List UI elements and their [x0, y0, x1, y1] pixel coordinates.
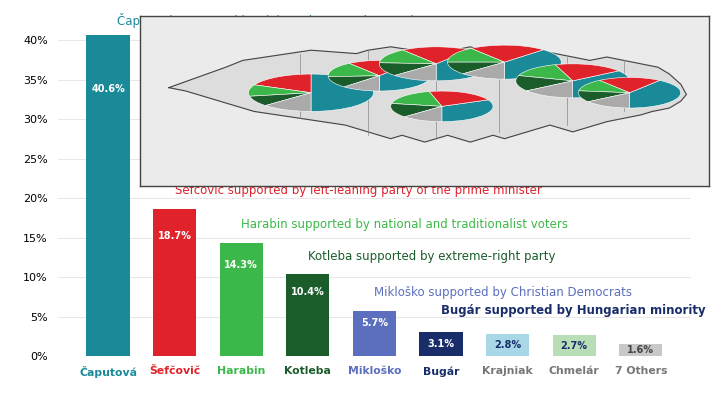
Text: 2.8%: 2.8%	[494, 340, 521, 350]
Text: 3.1%: 3.1%	[428, 339, 454, 349]
Wedge shape	[254, 74, 311, 93]
Text: Šefčovič supported by left-leaning party of the prime minister: Šefčovič supported by left-leaning party…	[175, 182, 541, 197]
Wedge shape	[266, 93, 311, 111]
Wedge shape	[402, 47, 469, 64]
Text: Čaputová supported by civic and pro-market parties: Čaputová supported by civic and pro-mark…	[117, 13, 427, 28]
Text: 1.6%: 1.6%	[627, 345, 654, 355]
Text: 2.7%: 2.7%	[561, 341, 588, 351]
Text: Harabin supported by national and traditionalist voters: Harabin supported by national and tradit…	[241, 218, 568, 232]
Text: 40.6%: 40.6%	[91, 83, 125, 94]
Bar	[419, 332, 463, 356]
Wedge shape	[505, 50, 562, 79]
Wedge shape	[328, 76, 379, 87]
Wedge shape	[248, 85, 311, 96]
Bar	[353, 311, 396, 356]
Wedge shape	[395, 64, 436, 81]
Bar	[220, 243, 263, 356]
Text: 10.4%: 10.4%	[291, 286, 325, 296]
Wedge shape	[600, 77, 660, 93]
Wedge shape	[572, 71, 629, 98]
Wedge shape	[436, 50, 493, 81]
Wedge shape	[344, 76, 379, 91]
Bar	[86, 35, 130, 356]
Wedge shape	[379, 50, 436, 64]
Wedge shape	[349, 60, 410, 76]
Wedge shape	[526, 81, 572, 98]
Text: 5.7%: 5.7%	[361, 318, 388, 328]
Wedge shape	[379, 63, 436, 75]
Text: Mikloško supported by Christian Democrats: Mikloško supported by Christian Democrat…	[374, 286, 632, 298]
Wedge shape	[311, 74, 374, 111]
Polygon shape	[168, 47, 686, 142]
Bar	[486, 334, 529, 356]
Text: 14.3%: 14.3%	[225, 260, 258, 270]
Wedge shape	[328, 63, 379, 77]
Wedge shape	[429, 91, 488, 107]
Wedge shape	[588, 93, 629, 108]
Wedge shape	[516, 76, 572, 91]
Wedge shape	[578, 91, 629, 102]
Text: Kotleba supported by extreme-right party: Kotleba supported by extreme-right party	[308, 250, 555, 263]
Wedge shape	[448, 62, 505, 74]
Wedge shape	[442, 100, 493, 122]
Wedge shape	[629, 80, 680, 108]
Wedge shape	[448, 48, 505, 62]
Wedge shape	[518, 65, 572, 81]
Text: Bugár supported by Hungarian minority: Bugár supported by Hungarian minority	[441, 304, 706, 317]
Bar	[286, 274, 330, 356]
Text: 18.7%: 18.7%	[158, 231, 192, 241]
Wedge shape	[250, 93, 311, 106]
Wedge shape	[579, 80, 629, 93]
Wedge shape	[471, 45, 544, 62]
Wedge shape	[463, 62, 505, 79]
Bar	[619, 344, 662, 356]
Wedge shape	[392, 92, 442, 107]
Wedge shape	[379, 63, 431, 91]
Bar	[153, 209, 197, 356]
Wedge shape	[391, 104, 442, 117]
Wedge shape	[555, 64, 618, 81]
Bar	[552, 335, 596, 356]
Wedge shape	[405, 107, 442, 121]
